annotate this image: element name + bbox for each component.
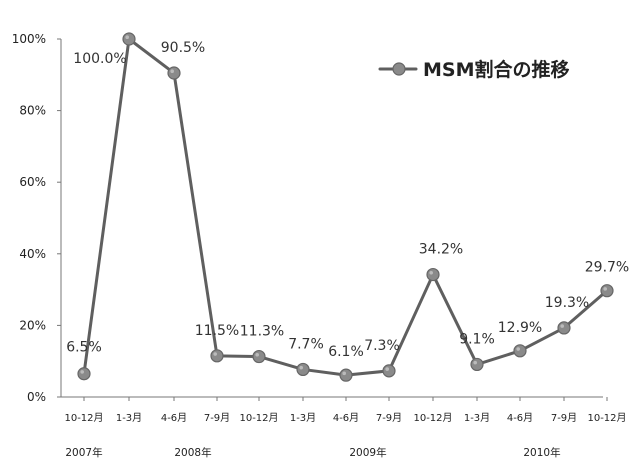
y-tick-label: 100% (12, 32, 46, 46)
x-tick-label: 7-9月 (551, 412, 577, 424)
data-point-highlight (170, 69, 174, 74)
data-point-marker (77, 367, 91, 381)
data-label: 29.7% (585, 260, 629, 276)
x-tick-label: 4-6月 (507, 412, 533, 424)
data-point-marker (210, 349, 224, 363)
data-point (600, 284, 614, 298)
data-point (470, 357, 484, 372)
data-point-highlight (125, 35, 129, 39)
data-label: 7.7% (288, 336, 324, 352)
data-point (167, 66, 181, 80)
data-label: 6.1% (328, 344, 364, 360)
data-point-highlight (213, 352, 217, 356)
x-tick-label: 10-12月 (413, 412, 452, 424)
data-point-highlight (429, 270, 434, 275)
data-point-marker (252, 349, 266, 364)
legend-marker (392, 62, 406, 76)
data-label: 7.3% (364, 338, 400, 354)
data-label: 12.9% (498, 320, 542, 336)
data-point-marker (470, 357, 484, 372)
data-point (426, 267, 440, 282)
data-label: 19.3% (545, 295, 589, 311)
axes-layer: 0% 20% 40% 60% 80% 100% 10-12月 1-3月 4-6月 7-9月 10-1… (12, 32, 627, 459)
data-label-layer: 6.5% 100.0% 90.5% 11.5% 11.3%7.7% 6.1% 7.3% 34.… (66, 40, 629, 360)
x-tick-label: 7-9月 (376, 412, 402, 424)
data-label: 11.5% (195, 323, 239, 339)
data-point (252, 349, 266, 364)
x-tick-label: 4-6月 (161, 412, 187, 424)
x-tick-label: 7-9月 (204, 412, 230, 424)
data-point (77, 367, 91, 381)
data-point (296, 362, 310, 377)
data-point-marker (382, 364, 396, 378)
data-point-highlight (342, 371, 347, 376)
data-point-layer (77, 32, 614, 382)
data-point (339, 368, 353, 382)
x-tick-label: 1-3月 (464, 412, 490, 424)
y-tick-label: 40% (19, 247, 46, 261)
data-point-highlight (255, 352, 259, 357)
legend: MSM割合の推移 (378, 58, 570, 81)
data-point-marker (167, 66, 181, 80)
data-point-highlight (385, 367, 390, 371)
data-label: 6.5% (66, 340, 102, 356)
data-point-highlight (603, 287, 607, 291)
data-label: 34.2% (419, 242, 463, 258)
data-point-highlight (80, 370, 84, 374)
data-point-marker (600, 284, 614, 298)
data-point-highlight (560, 324, 564, 328)
y-tick-label: 20% (19, 318, 46, 332)
x-tick-label: 1-3月 (116, 412, 142, 424)
x-tick-label: 10-12月 (587, 412, 626, 424)
data-point (210, 349, 224, 363)
data-label: 9.1% (459, 331, 495, 347)
data-label: 11.3% (240, 324, 284, 340)
data-point (382, 364, 396, 378)
data-label: 90.5% (161, 40, 205, 56)
x-year-group-label: 2008年 (174, 446, 211, 459)
data-point-marker (513, 344, 527, 358)
x-tick-label: 1-3月 (290, 412, 316, 424)
data-point (557, 321, 571, 335)
data-point-marker (296, 362, 310, 377)
data-point-highlight (516, 347, 520, 351)
legend-series-label: MSM割合の推移 (423, 58, 570, 81)
x-year-group-label: 2009年 (349, 446, 386, 459)
data-point (122, 32, 136, 46)
x-year-group-label: 2007年 (65, 446, 102, 459)
data-point-marker (339, 368, 353, 382)
y-tick-label: 80% (19, 104, 46, 118)
data-point-highlight (473, 360, 478, 365)
data-point-marker (557, 321, 571, 335)
x-tick-label: 10-12月 (64, 412, 103, 424)
x-year-group-label: 2010年 (523, 446, 560, 459)
data-point (513, 344, 527, 358)
data-point-marker (426, 267, 440, 282)
y-tick-label: 60% (19, 175, 46, 189)
x-tick-label: 10-12月 (239, 412, 278, 424)
data-point-highlight (299, 365, 304, 370)
y-tick-label: 0% (27, 390, 46, 404)
x-tick-label: 4-6月 (333, 412, 359, 424)
data-label: 100.0% (73, 51, 126, 67)
data-point-marker (122, 32, 136, 46)
